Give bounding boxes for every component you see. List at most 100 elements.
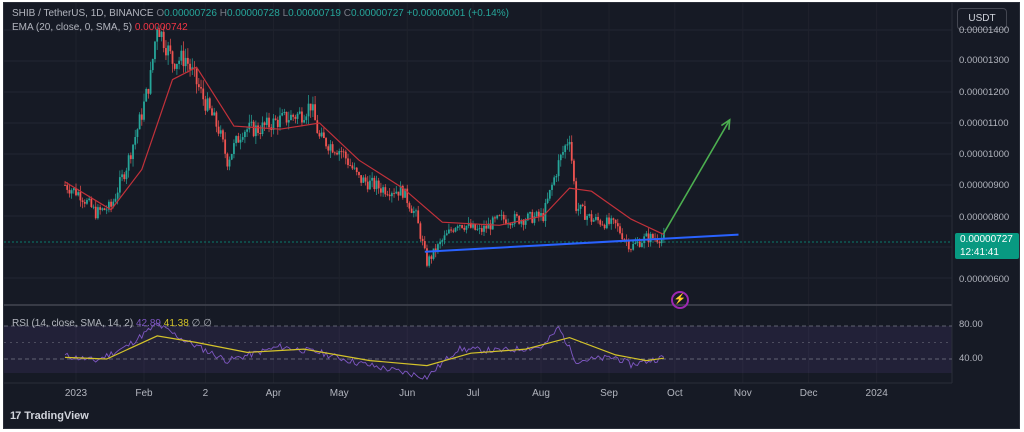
candle-body <box>202 88 205 100</box>
candle-body <box>301 111 303 123</box>
ema-label: EMA (20, close, 0, SMA, 5) <box>12 22 133 33</box>
candle-body <box>127 155 130 171</box>
candle-body <box>472 223 474 228</box>
candle-body <box>81 200 84 203</box>
last-price-badge: 0.00000727 12:41:41 <box>955 233 1019 259</box>
candle-body <box>483 225 485 232</box>
candle-body <box>171 51 174 64</box>
candle-body <box>408 203 411 209</box>
candle-body <box>366 181 369 190</box>
high-label: H <box>219 8 227 19</box>
candle-body <box>276 119 279 127</box>
candle-body <box>274 118 277 120</box>
candle-body <box>97 207 99 219</box>
candle-body <box>417 210 420 224</box>
price-tick: 0.00001200 <box>959 87 1010 98</box>
candle-body <box>358 172 360 176</box>
lightning-icon[interactable]: ⚡ <box>671 291 689 309</box>
low-label: L <box>282 8 289 19</box>
candle-body <box>443 235 446 241</box>
candle-body <box>351 165 354 169</box>
candle-body <box>421 238 424 242</box>
candle-body <box>581 204 584 207</box>
candle-body <box>627 240 630 250</box>
candle-body <box>630 249 632 251</box>
rsi-tick: 80.00 <box>959 319 983 330</box>
tv-logo-icon: 17 <box>10 410 21 422</box>
candle-body <box>509 223 512 226</box>
candle-body <box>77 192 80 196</box>
symbol-label[interactable]: SHIB / TetherUS, 1D, BINANCE <box>12 8 154 19</box>
candle-body <box>327 146 330 151</box>
candle-body <box>178 60 180 64</box>
candle-body <box>200 87 202 89</box>
candle-body <box>241 137 244 140</box>
candle-body <box>349 165 352 166</box>
close-value: 0.00000727 <box>351 8 404 19</box>
rsi-value: 42.89 <box>135 318 161 329</box>
candle-body <box>263 122 266 125</box>
candle-body <box>83 202 86 204</box>
candle-body <box>340 151 343 152</box>
logo-text: TradingView <box>24 410 89 422</box>
rsi-legend[interactable]: RSI (14, close, SMA, 14, 2) 42.89 41.38 … <box>12 318 212 329</box>
time-tick-label: Oct <box>667 388 683 399</box>
candle-body <box>476 228 479 230</box>
candle-body <box>410 208 413 213</box>
candle-body <box>294 116 297 119</box>
candle-body <box>318 133 321 137</box>
candle-body <box>636 241 639 243</box>
candle-body <box>632 243 635 250</box>
candle-body <box>252 121 255 137</box>
ema-legend[interactable]: EMA (20, close, 0, SMA, 5) 0.00000742 <box>12 22 188 33</box>
candle-body <box>64 185 66 186</box>
forecast-arrow-head <box>720 118 731 130</box>
chart-canvas[interactable] <box>4 3 1020 429</box>
candle-body <box>355 167 358 173</box>
candle-body <box>259 132 262 134</box>
time-tick-label: Sep <box>600 388 618 399</box>
candle-body <box>502 214 505 220</box>
candle-body <box>344 151 347 159</box>
candle-body <box>118 177 121 193</box>
candle-body <box>412 211 415 213</box>
candle-body <box>92 206 95 208</box>
candle-body <box>382 187 384 193</box>
candle-body <box>388 194 391 197</box>
candle-body <box>406 188 409 204</box>
candle-body <box>68 189 71 194</box>
candle-body <box>478 228 481 229</box>
rsi-tick: 40.00 <box>959 353 983 364</box>
rsi-band <box>4 326 952 373</box>
candle-body <box>485 225 488 229</box>
candle-body <box>524 220 527 225</box>
candle-body <box>520 220 523 224</box>
candle-body <box>222 130 224 140</box>
candle-body <box>283 111 286 114</box>
candle-body <box>480 228 483 232</box>
candle-body <box>599 220 602 225</box>
candle-body <box>610 218 613 224</box>
candle-body <box>112 201 115 207</box>
candle-body <box>336 152 338 155</box>
candle-body <box>645 233 648 237</box>
candle-body <box>360 175 363 183</box>
candle-body <box>566 144 569 146</box>
price-tick: 0.00001400 <box>959 25 1010 36</box>
currency-button[interactable]: USDT <box>957 8 1007 30</box>
rsi-ma-line <box>64 335 664 367</box>
time-tick-label: Nov <box>733 388 752 399</box>
candle-body <box>496 215 499 219</box>
candle-body <box>114 198 117 202</box>
candle-body <box>369 180 371 190</box>
candle-body <box>660 237 663 244</box>
candle-body <box>458 225 461 227</box>
candle-body <box>544 202 547 221</box>
open-label: O <box>156 8 165 19</box>
tradingview-logo[interactable]: 17 TradingView <box>10 410 89 422</box>
candle-body <box>66 185 69 190</box>
candle-body <box>516 214 518 216</box>
chart-frame[interactable]: SHIB / TetherUS, 1D, BINANCE O0.00000726… <box>3 2 1020 429</box>
candles <box>64 26 665 268</box>
candle-body <box>208 98 211 109</box>
